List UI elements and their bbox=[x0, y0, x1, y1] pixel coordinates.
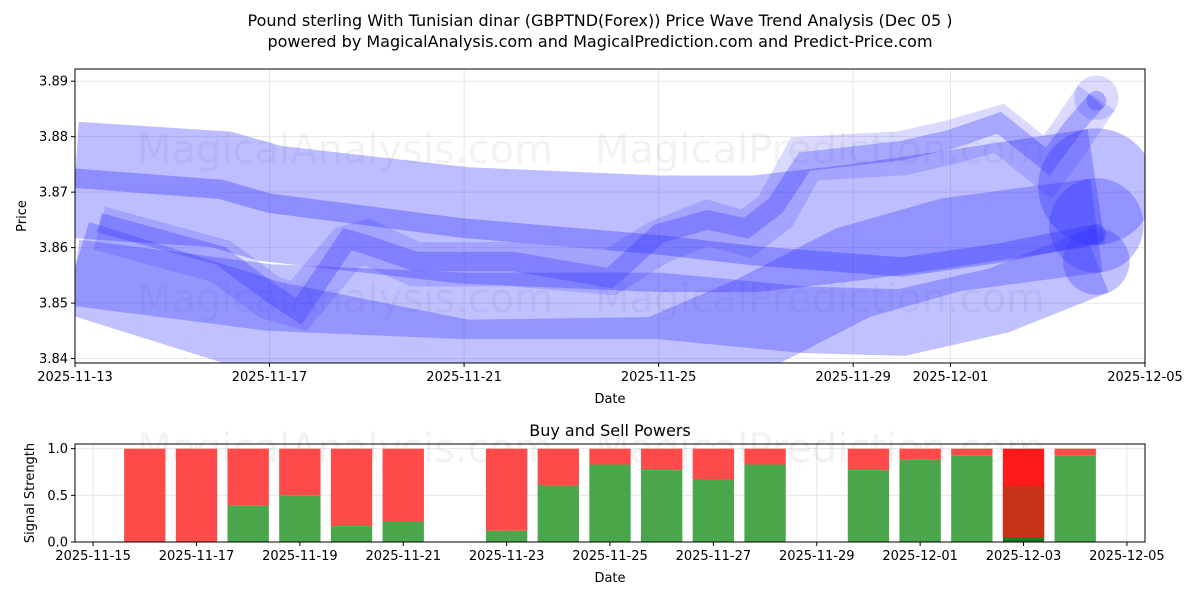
title-line1: Pound sterling With Tunisian dinar (GBPT… bbox=[248, 11, 953, 30]
sell-bar bbox=[124, 448, 166, 542]
wave-lower bbox=[75, 230, 1109, 356]
buy-bar bbox=[382, 521, 424, 542]
x-tick-label: 2025-11-25 bbox=[572, 549, 648, 564]
buy-bar bbox=[589, 464, 631, 542]
x-tick-label: 2025-11-29 bbox=[815, 370, 891, 385]
x-tick-label: 2025-11-27 bbox=[676, 549, 752, 564]
watermark: MagicalAnalysis.com bbox=[137, 276, 553, 322]
wave-squiggle-wide-cap bbox=[1074, 75, 1119, 121]
wave-bands bbox=[75, 75, 1145, 363]
signal-chart: Buy and Sell PowersMagicalAnalysis.comMa… bbox=[23, 421, 1165, 586]
wave-squiggle-wide bbox=[93, 85, 1115, 332]
sell-bar bbox=[641, 448, 683, 471]
x-axis-label: Date bbox=[594, 571, 625, 586]
x-tick-label: 2025-12-05 bbox=[1089, 549, 1165, 564]
buy-bar bbox=[1002, 537, 1045, 542]
wave-lower-cap bbox=[1063, 228, 1130, 295]
wave-squiggle-cap bbox=[1086, 90, 1107, 111]
y-tick-label: 1.0 bbox=[47, 442, 68, 457]
sell-bar bbox=[279, 448, 321, 496]
y-axis-label: Price bbox=[15, 200, 30, 232]
x-tick-label: 2025-11-19 bbox=[262, 549, 338, 564]
sell-bar bbox=[175, 448, 218, 542]
sell-bar bbox=[537, 448, 579, 486]
x-tick-label: 2025-12-03 bbox=[986, 549, 1062, 564]
buy-bar bbox=[279, 495, 321, 542]
x-tick-label: 2025-11-21 bbox=[365, 549, 441, 564]
subplot-title: Buy and Sell Powers bbox=[529, 421, 691, 440]
y-tick-label: 0.0 bbox=[47, 536, 68, 551]
sell-bar bbox=[1054, 448, 1096, 456]
y-tick-label: 3.89 bbox=[39, 75, 68, 90]
x-tick-label: 2025-11-29 bbox=[779, 549, 855, 564]
x-tick-label: 2025-12-05 bbox=[1107, 370, 1183, 385]
y-tick-label: 0.5 bbox=[47, 489, 68, 504]
wave-dark-strip bbox=[75, 168, 1099, 277]
wave-upper-wide-cap bbox=[1038, 128, 1145, 245]
wave-squiggle bbox=[96, 94, 1104, 325]
sell-bar bbox=[227, 448, 269, 506]
sell-bar bbox=[382, 448, 424, 522]
title-line2: powered by MagicalAnalysis.com and Magic… bbox=[267, 32, 932, 51]
sell-bar bbox=[485, 448, 528, 531]
buy-bar bbox=[847, 470, 890, 542]
wave-upper-wide bbox=[75, 121, 1106, 292]
mixed-bar bbox=[1002, 486, 1045, 538]
x-tick-label: 2025-12-01 bbox=[882, 549, 958, 564]
buy-bar bbox=[641, 470, 683, 542]
buy-bar bbox=[951, 455, 993, 542]
buy-bar bbox=[692, 479, 735, 542]
y-tick-label: 3.85 bbox=[39, 297, 68, 312]
buy-bar bbox=[744, 464, 786, 542]
sell-bar bbox=[330, 448, 373, 527]
watermark: MagicalAnalysis.com bbox=[137, 127, 553, 173]
buy-bar bbox=[485, 530, 528, 542]
x-tick-label: 2025-11-15 bbox=[55, 549, 131, 564]
sell-bar bbox=[589, 448, 631, 465]
x-tick-label: 2025-11-25 bbox=[621, 370, 697, 385]
x-tick-label: 2025-11-23 bbox=[469, 549, 545, 564]
buy-bar bbox=[537, 485, 579, 542]
sell-bar bbox=[899, 448, 941, 460]
y-tick-label: 3.86 bbox=[39, 241, 68, 256]
plot-frame bbox=[74, 68, 1146, 364]
y-axis-label: Signal Strength bbox=[23, 443, 38, 543]
price-chart: MagicalAnalysis.com MagicalPrediction.com… bbox=[15, 68, 1183, 407]
x-tick-label: 2025-11-13 bbox=[37, 370, 113, 385]
buy-bar bbox=[227, 505, 269, 542]
sell-bar bbox=[847, 448, 890, 471]
x-tick-label: 2025-12-01 bbox=[913, 370, 989, 385]
x-axis-label: Date bbox=[594, 392, 625, 407]
x-tick-label: 2025-11-17 bbox=[232, 370, 308, 385]
sell-bar bbox=[744, 448, 786, 465]
y-tick-label: 3.84 bbox=[39, 352, 68, 367]
sell-bar bbox=[951, 448, 993, 456]
wave-bottom-wide bbox=[75, 178, 1103, 363]
x-tick-label: 2025-11-21 bbox=[426, 370, 502, 385]
buy-bar bbox=[899, 459, 941, 542]
y-tick-label: 3.87 bbox=[39, 186, 68, 201]
x-tick-label: 2025-11-17 bbox=[159, 549, 235, 564]
watermark: MagicalPrediction.com bbox=[595, 276, 1045, 322]
wave-bottom-wide-cap bbox=[1049, 178, 1144, 273]
buy-bar bbox=[1054, 455, 1096, 542]
watermark: MagicalPrediction.com bbox=[595, 127, 1045, 173]
y-tick-label: 3.88 bbox=[39, 130, 68, 145]
sell-bar bbox=[692, 448, 735, 480]
buy-bar bbox=[330, 526, 373, 542]
wave-dark-strip-cap bbox=[1086, 224, 1107, 244]
